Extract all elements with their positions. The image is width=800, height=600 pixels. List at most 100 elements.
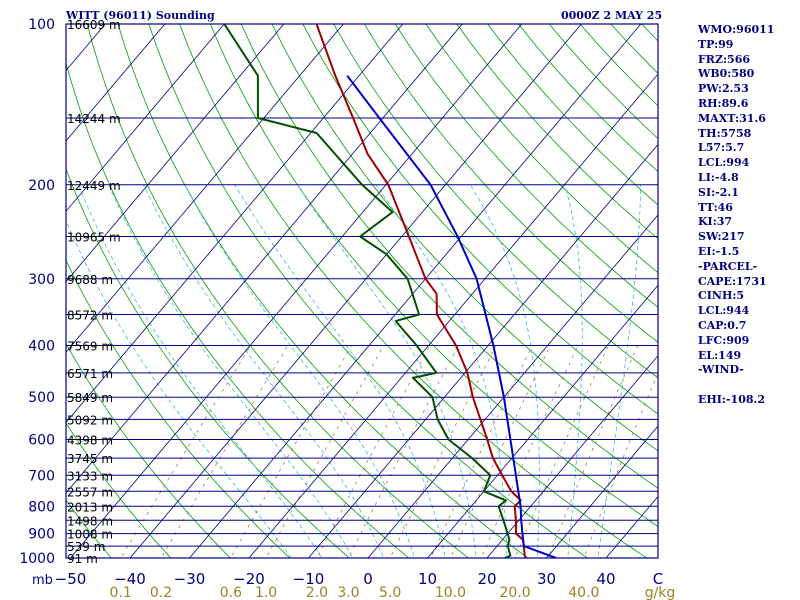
index-item: TT:46 (698, 200, 733, 214)
height-label: 5849 m (67, 391, 113, 405)
index-item: TP:99 (698, 37, 734, 51)
height-label: 7569 m (67, 340, 113, 354)
temperature-tick-label: −20 (233, 570, 265, 588)
index-item: LI:-4.8 (698, 170, 739, 184)
pressure-tick-label: 200 (28, 178, 55, 194)
series-parcel (346, 75, 557, 558)
sounding-traces (223, 24, 557, 558)
moist-adiabat (108, 184, 354, 558)
index-item: PW:2.53 (698, 82, 749, 96)
mixing-ratio-tick-label: 0.6 (220, 585, 242, 600)
pressure-unit-label: mb (32, 573, 53, 588)
height-label: 9688 m (67, 273, 113, 287)
temperature-axis: −50 −40 −30 −20 −10 0 10 20 30 40 C (55, 570, 664, 588)
mixing-ratio-tick-label: 0.1 (109, 585, 131, 600)
dry-adiabat (394, 24, 658, 308)
stability-indices: WMO:96011 TP:99 FRZ:566 WB0:580 PW:2.53 RH:89… (698, 23, 774, 408)
mixing-ratio-tick-label: 5.0 (379, 585, 401, 600)
moist-adiabat (375, 184, 508, 558)
pressure-tick-label: 800 (28, 499, 55, 515)
dry-adiabat (66, 343, 231, 558)
pressure-tick-label: 400 (28, 339, 55, 355)
temperature-tick-label: 0 (363, 570, 373, 588)
dry-adiabat (796, 24, 800, 569)
pressure-tick-label: 900 (28, 527, 55, 543)
index-item: L57:5.7 (698, 141, 745, 155)
temperature-tick-label: 20 (477, 570, 496, 588)
index-item: CAP:0.7 (698, 318, 747, 332)
mixing-ratio-axis: 0.1 0.2 0.6 1.0 2.0 3.0 5.0 10.0 20.0 40.0 g/kg (109, 585, 675, 600)
index-item: RH:89.6 (698, 96, 749, 110)
index-item: TH:5758 (698, 126, 752, 140)
pressure-tick-label: 300 (28, 272, 55, 288)
dry-adiabat (364, 24, 658, 343)
moist-adiabat (143, 184, 385, 558)
moist-adiabat (297, 184, 477, 558)
mixing-ratio-tick-label: 0.2 (150, 585, 172, 600)
background-grid (66, 24, 800, 569)
mixing-ratio-line (348, 345, 459, 558)
temperature-tick-label: 30 (537, 570, 556, 588)
pressure-tick-label: 600 (28, 433, 55, 449)
dry-adiabat (271, 24, 658, 452)
temperature-unit-label: C (653, 570, 663, 588)
index-item: EI:-1.5 (698, 244, 740, 258)
mixing-ratio-tick-label: 40.0 (568, 585, 599, 600)
height-label: 16609 m (67, 18, 121, 32)
index-item: WB0:580 (698, 67, 755, 81)
isotherm (367, 214, 658, 558)
isotherm (69, 24, 523, 558)
mixing-ratio-tick-label: 1.0 (255, 585, 277, 600)
isotherm (129, 24, 582, 558)
index-item: KI:37 (698, 215, 733, 229)
mixing-ratio-line (480, 345, 579, 558)
moist-adiabat (66, 219, 292, 558)
isotherm (66, 24, 166, 142)
isotherm (307, 143, 658, 558)
pressure-tick-label: 1000 (19, 551, 55, 567)
index-item: FRZ:566 (698, 52, 751, 66)
index-item: LFC:909 (698, 333, 750, 347)
temperature-tick-label: 40 (596, 570, 615, 588)
moist-adiabat (234, 184, 446, 558)
dry-adiabat (86, 24, 469, 558)
index-item: EL:149 (698, 348, 742, 362)
height-label: 3133 m (67, 469, 113, 483)
mixing-ratio-unit-label: g/kg (645, 585, 676, 600)
index-item: EHI:-108.2 (698, 392, 765, 406)
index-item: LCL:944 (698, 304, 750, 318)
dry-adiabat (333, 24, 658, 379)
pressure-tick-label: 500 (28, 390, 55, 406)
mixing-ratio-tick-label: 3.0 (337, 585, 359, 600)
mixing-ratio-line (316, 345, 431, 558)
isotherm (66, 24, 463, 494)
height-labels: 16609 m 14244 m 12449 m 10965 m 9688 m 8572 m… (67, 18, 121, 566)
isotherm (545, 425, 658, 558)
height-label: 12449 m (67, 179, 121, 193)
temperature-tick-label: 10 (418, 570, 437, 588)
temperature-tick-label: −50 (55, 570, 87, 588)
mixing-ratio-line (583, 372, 658, 558)
series-temperature (315, 24, 528, 558)
temperature-tick-label: −40 (114, 570, 146, 588)
pressure-tick-label: 100 (28, 17, 55, 33)
index-item: -PARCEL- (698, 259, 758, 273)
moist-adiabat (184, 184, 415, 558)
dry-adiabat (240, 24, 658, 489)
index-item: SW:217 (698, 230, 745, 244)
isotherm (66, 24, 285, 283)
mixing-ratio-tick-label: 20.0 (500, 585, 531, 600)
isotherm (188, 24, 642, 558)
dry-adiabat (148, 24, 588, 558)
index-item: WMO:96011 (698, 23, 775, 36)
mixing-ratio-tick-label: 2.0 (306, 585, 328, 600)
dry-adiabat (66, 259, 291, 558)
index-item: SI:-2.1 (698, 185, 739, 199)
height-label: 4398 m (67, 434, 113, 448)
mixing-ratio-line (449, 345, 551, 558)
mixing-ratio-line (230, 345, 352, 558)
isotherm (66, 24, 344, 353)
dry-adiabat (66, 168, 350, 558)
height-label: 91 m (67, 552, 98, 566)
height-label: 14244 m (67, 112, 121, 126)
